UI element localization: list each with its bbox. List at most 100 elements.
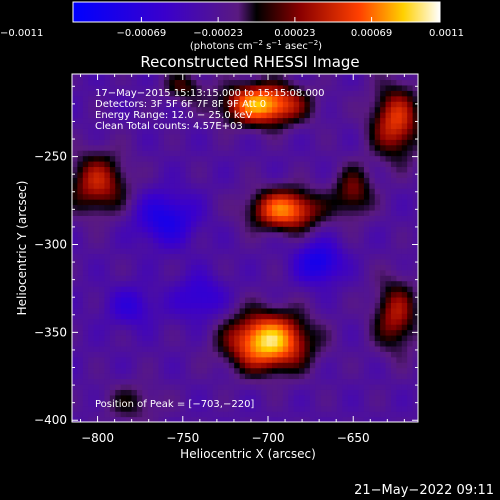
- heatmap-cell: [163, 144, 170, 151]
- heatmap-cell: [88, 79, 95, 86]
- heatmap-cell: [234, 351, 241, 358]
- heatmap-cell: [228, 264, 235, 271]
- heatmap-cell: [185, 405, 192, 412]
- heatmap-cell: [358, 112, 365, 119]
- heatmap-cell: [169, 155, 176, 162]
- heatmap-cell: [82, 258, 89, 265]
- heatmap-cell: [369, 188, 376, 195]
- heatmap-cell: [174, 383, 181, 390]
- heatmap-cell: [255, 291, 262, 298]
- heatmap-cell: [309, 280, 316, 287]
- heatmap-cell: [190, 405, 197, 412]
- heatmap-cell: [401, 95, 408, 102]
- heatmap-cell: [245, 79, 252, 86]
- heatmap-cell: [190, 90, 197, 97]
- heatmap-cell: [407, 242, 414, 249]
- heatmap-cell: [347, 74, 354, 81]
- heatmap-cell: [347, 133, 354, 140]
- heatmap-cell: [331, 275, 338, 282]
- heatmap-cell: [212, 90, 219, 97]
- heatmap-cell: [142, 307, 149, 314]
- heatmap-cell: [201, 193, 208, 200]
- heatmap-cell: [374, 242, 381, 249]
- heatmap-cell: [82, 280, 89, 287]
- heatmap-cell: [142, 226, 149, 233]
- y-tick-label: −300: [34, 237, 67, 251]
- heatmap-cell: [293, 356, 300, 363]
- heatmap-cell: [158, 378, 165, 385]
- heatmap-cell: [363, 204, 370, 211]
- heatmap-cell: [158, 79, 165, 86]
- heatmap-cell: [131, 226, 138, 233]
- heatmap-cell: [315, 242, 322, 249]
- heatmap-cell: [82, 226, 89, 233]
- heatmap-cell: [369, 248, 376, 255]
- heatmap-cell: [390, 209, 397, 216]
- heatmap-cell: [180, 248, 187, 255]
- heatmap-cell: [77, 340, 84, 347]
- heatmap-cell: [228, 161, 235, 168]
- heatmap-cell: [88, 400, 95, 407]
- heatmap-cell: [185, 101, 192, 108]
- heatmap-cell: [109, 324, 116, 331]
- heatmap-cell: [120, 95, 127, 102]
- heatmap-cell: [412, 237, 418, 244]
- heatmap-cell: [336, 335, 343, 342]
- heatmap-cell: [401, 286, 408, 293]
- heatmap-cell: [266, 117, 273, 124]
- heatmap-cell: [131, 84, 138, 91]
- heatmap-cell: [255, 215, 262, 222]
- heatmap-cell: [282, 302, 289, 309]
- heatmap-cell: [82, 345, 89, 352]
- heatmap-cell: [385, 128, 392, 135]
- heatmap-cell: [245, 155, 252, 162]
- heatmap-cell: [255, 101, 262, 108]
- heatmap-cell: [363, 215, 370, 222]
- heatmap-cell: [326, 220, 333, 227]
- heatmap-cell: [77, 74, 84, 81]
- heatmap-cell: [266, 237, 273, 244]
- heatmap-cell: [293, 177, 300, 184]
- heatmap-cell: [115, 90, 122, 97]
- heatmap-cell: [245, 226, 252, 233]
- heatmap-cell: [228, 405, 235, 412]
- heatmap-cell: [120, 155, 127, 162]
- heatmap-cell: [109, 253, 116, 260]
- heatmap-cell: [315, 95, 322, 102]
- heatmap-cell: [169, 101, 176, 108]
- heatmap-cell: [196, 155, 203, 162]
- heatmap-cell: [207, 373, 214, 380]
- heatmap-cell: [228, 117, 235, 124]
- heatmap-cell: [185, 84, 192, 91]
- heatmap-cell: [245, 117, 252, 124]
- heatmap-cell: [239, 340, 246, 347]
- heatmap-cell: [120, 226, 127, 233]
- heatmap-cell: [261, 188, 268, 195]
- heatmap-cell: [315, 286, 322, 293]
- heatmap-cell: [99, 155, 106, 162]
- heatmap-cell: [266, 112, 273, 119]
- heatmap-cell: [88, 144, 95, 151]
- heatmap-cell: [288, 296, 295, 303]
- heatmap-cell: [250, 313, 257, 320]
- heatmap-cell: [180, 280, 187, 287]
- heatmap-cell: [234, 204, 241, 211]
- heatmap-cell: [201, 133, 208, 140]
- heatmap-cell: [320, 373, 327, 380]
- heatmap-cell: [277, 84, 284, 91]
- heatmap-cell: [88, 226, 95, 233]
- colorbar-unit: (photons cm−2 s−1 asec−2): [190, 39, 322, 52]
- heatmap-cell: [77, 193, 84, 200]
- heatmap-cell: [93, 226, 100, 233]
- heatmap-cell: [363, 248, 370, 255]
- heatmap-cell: [336, 204, 343, 211]
- heatmap-cell: [120, 139, 127, 146]
- heatmap-cell: [299, 204, 306, 211]
- heatmap-cell: [380, 139, 387, 146]
- heatmap-cell: [201, 188, 208, 195]
- heatmap-cell: [142, 133, 149, 140]
- heatmap-cell: [266, 373, 273, 380]
- heatmap-cell: [261, 144, 268, 151]
- heatmap-cell: [282, 258, 289, 265]
- heatmap-cell: [380, 248, 387, 255]
